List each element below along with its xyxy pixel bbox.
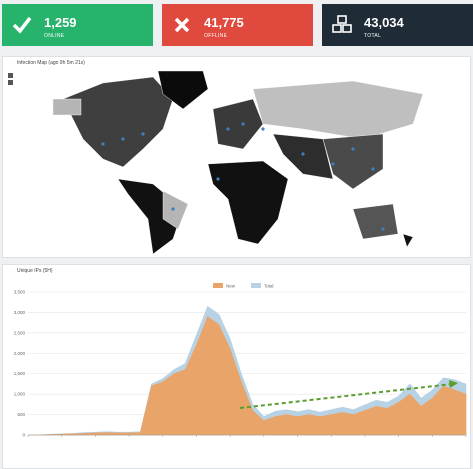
zoom-in[interactable]: [8, 73, 13, 78]
stat-label: TOTAL: [364, 33, 382, 39]
y-tick-label: 1,500: [14, 371, 26, 376]
stat-value: 43,034: [364, 15, 404, 30]
y-tick-label: 3,000: [14, 310, 26, 315]
stat-label: ONLINE: [44, 33, 65, 39]
y-tick-label: 0: [22, 433, 25, 438]
legend-label: Total: [264, 284, 274, 289]
infection-dots: [101, 122, 385, 231]
cubes-icon: [332, 15, 352, 33]
legend: New Total: [213, 283, 274, 289]
panel-title: Infection Map (ago 9h 5m 21s): [17, 60, 85, 66]
stat-value: 41,775: [204, 15, 244, 30]
trend-arrowhead: [449, 380, 458, 388]
check-icon: [12, 16, 32, 34]
legend-swatch: [213, 283, 223, 288]
stat-card[interactable]: 43,034 TOTAL: [322, 4, 473, 46]
stat-card[interactable]: 1,259 ONLINE: [2, 4, 153, 46]
cross-icon: [174, 17, 190, 33]
area: [28, 316, 467, 436]
y-tick-label: 2,500: [14, 330, 26, 335]
stat-card[interactable]: 41,775 OFFLINE: [162, 4, 313, 46]
panel-title: Unique IPs (5H): [17, 268, 53, 274]
legend-label: New: [226, 284, 236, 289]
legend-swatch: [251, 283, 261, 288]
map-panel: Infection Map (ago 9h 5m 21s): [2, 56, 471, 258]
y-tick-label: 1,000: [14, 392, 26, 397]
y-tick-label: 2,000: [14, 351, 26, 356]
stat-value: 1,259: [44, 15, 77, 30]
y-tick-label: 500: [17, 412, 25, 417]
zoom-out[interactable]: [8, 80, 13, 85]
trend-arrow: [239, 383, 453, 409]
stat-label: OFFLINE: [204, 33, 228, 39]
y-tick-label: 3,500: [14, 290, 26, 295]
world-map: [8, 70, 424, 255]
